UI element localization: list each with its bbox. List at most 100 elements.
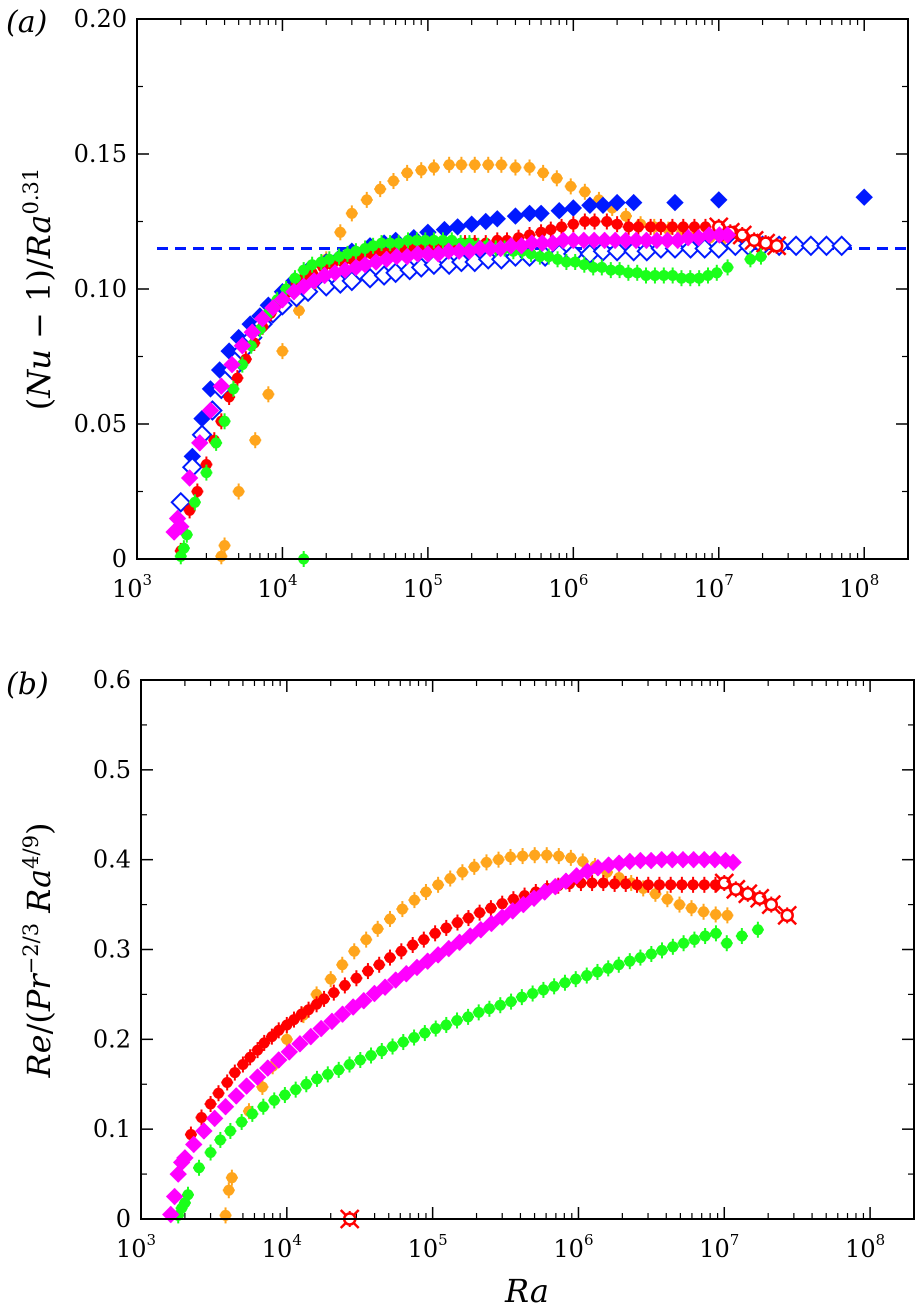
data-point-red-open: [741, 887, 755, 901]
data-point-magenta: [302, 1027, 320, 1046]
x-tick-label: 107: [694, 571, 734, 603]
data-point-red: [666, 221, 678, 233]
data-point-magenta: [243, 323, 261, 341]
data-point-green: [300, 1078, 312, 1090]
data-point-green: [634, 952, 646, 964]
data-point-red: [303, 1004, 315, 1016]
data-point-green: [552, 253, 564, 265]
data-point-green: [376, 1045, 388, 1057]
data-point-magenta: [291, 1035, 309, 1053]
data-point-green: [214, 1134, 226, 1146]
data-point-blue-filled-diamond: [594, 196, 612, 215]
data-point-green: [688, 934, 700, 946]
data-point-orange: [408, 894, 420, 906]
data-point-green: [473, 1006, 485, 1018]
data-point-green: [350, 245, 362, 257]
data-point-green: [722, 261, 734, 273]
data-point-green: [744, 253, 756, 265]
data-point-blue-filled-diamond: [710, 191, 728, 209]
data-point-blue-filled-diamond: [448, 218, 467, 236]
data-point-magenta: [450, 933, 469, 952]
data-point-red: [213, 1087, 225, 1099]
data-point-magenta: [195, 1122, 213, 1140]
data-point-red: [645, 221, 657, 233]
data-point-red: [567, 218, 579, 230]
data-point-red: [200, 459, 212, 470]
data-point-orange: [509, 162, 521, 173]
data-point-green: [227, 383, 239, 395]
data-point-magenta: [216, 1098, 235, 1116]
data-point-orange: [428, 162, 440, 173]
data-point-magenta: [264, 299, 282, 317]
y-tick-label: 0.20: [74, 5, 127, 33]
data-point-green: [298, 264, 310, 276]
data-point-green: [343, 1058, 355, 1070]
data-point-red: [318, 993, 330, 1005]
data-point-orange: [673, 899, 685, 911]
data-point-magenta: [503, 902, 522, 920]
data-point-orange: [469, 159, 481, 171]
y-tick-label: 0.6: [93, 666, 131, 694]
data-point-green: [702, 270, 714, 281]
y-tick-label: 0.2: [93, 1025, 131, 1053]
data-point-orange: [262, 388, 274, 400]
data-point-red: [676, 879, 688, 891]
data-point-orange: [384, 913, 396, 925]
data-point-green: [365, 1050, 377, 1062]
data-point-green: [587, 261, 599, 273]
data-point-orange: [551, 172, 563, 184]
data-point-green: [591, 966, 603, 978]
data-point-blue-filled-diamond: [488, 210, 506, 228]
data-point-orange: [276, 345, 288, 357]
data-point-red: [451, 917, 463, 929]
data-point-red: [362, 965, 374, 977]
data-point-green: [667, 941, 679, 953]
y-tick-label: 0.15: [74, 140, 127, 168]
data-point-green: [667, 270, 679, 281]
data-point-magenta: [376, 978, 394, 996]
data-point-green: [649, 270, 661, 281]
data-point-red: [609, 878, 621, 890]
data-point-red: [642, 879, 654, 891]
data-point-orange: [505, 851, 517, 863]
data-point-blue-filled-diamond: [624, 193, 643, 212]
data-point-orange: [233, 486, 245, 497]
data-point-orange: [468, 861, 480, 873]
data-point-green: [614, 264, 626, 276]
data-point-red: [384, 952, 396, 964]
panel-a-label: (a): [6, 5, 47, 40]
data-point-green: [182, 1189, 194, 1201]
data-point-green: [279, 1089, 291, 1101]
panel-b: (b) 103 104 105 106 107 108 0 0.1 0.2 0.3 0.4 0.5 0.…: [6, 666, 915, 1310]
data-point-red: [191, 486, 203, 497]
data-point-green: [578, 259, 590, 271]
data-point-magenta: [323, 1012, 341, 1031]
data-point-green: [543, 251, 555, 263]
data-point-magenta: [333, 1005, 352, 1023]
data-point-blue-open-diamond: [800, 235, 822, 257]
data-point-magenta: [365, 984, 384, 1003]
data-point-orange: [361, 194, 373, 206]
data-point-blue-filled-diamond: [855, 188, 873, 206]
data-point-red: [665, 879, 677, 891]
data-point-green: [537, 984, 549, 996]
data-point-magenta: [165, 1187, 184, 1206]
data-point-green: [402, 234, 414, 246]
data-point-green: [622, 267, 634, 279]
y-tick-label: 0: [112, 545, 127, 573]
data-point-blue-open-diamond: [592, 240, 614, 262]
data-point-blue-open-diamond: [170, 491, 192, 513]
data-point-magenta: [408, 958, 426, 977]
data-point-magenta: [172, 517, 190, 536]
data-point-green: [684, 272, 696, 284]
data-point-orange: [443, 159, 455, 171]
data-point-red: [429, 927, 441, 939]
data-point-blue-open-diamond: [816, 235, 837, 257]
y-tick-label: 0.1: [93, 1115, 131, 1143]
data-point-green: [451, 1014, 463, 1026]
data-point-green: [419, 1027, 431, 1039]
data-point-green: [678, 937, 690, 949]
data-point-magenta: [724, 853, 742, 872]
panel-b-frame: [140, 679, 915, 1220]
data-point-green: [408, 1032, 420, 1044]
